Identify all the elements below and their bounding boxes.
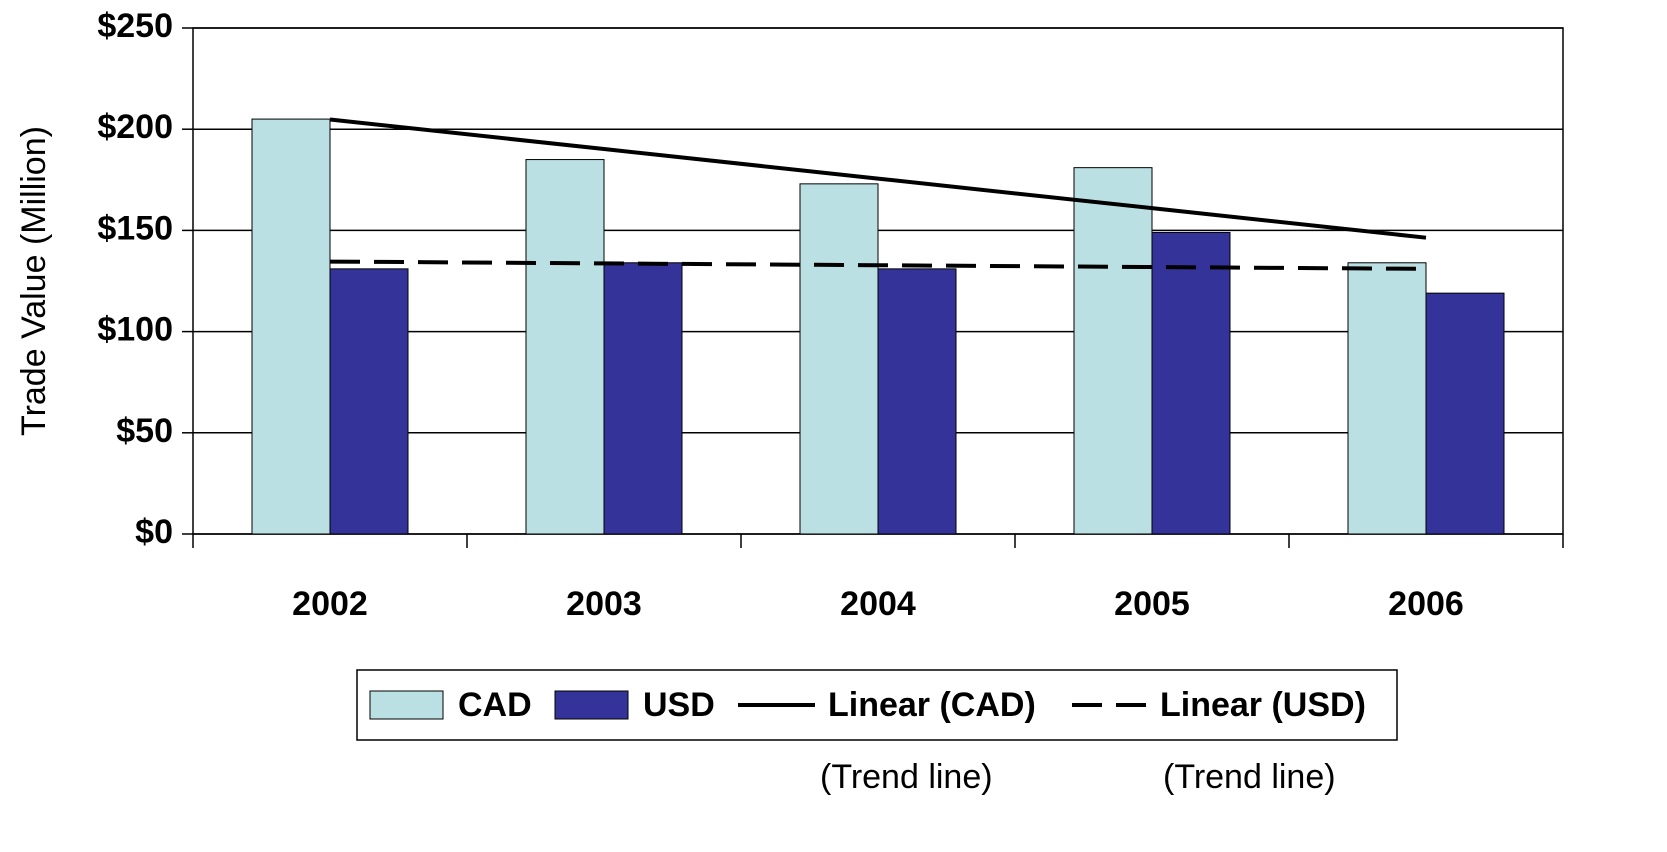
bar (525, 159, 605, 535)
legend-label: USD (643, 686, 715, 724)
y-tick-label: $200 (97, 108, 173, 146)
legend-swatch (369, 690, 444, 720)
x-tick-label: 2004 (840, 585, 916, 623)
y-tick-label: $100 (97, 311, 173, 349)
bar (329, 268, 409, 535)
legend-label: Linear (USD) (1160, 686, 1366, 724)
bar (799, 183, 879, 535)
legend-label: Linear (CAD) (828, 686, 1036, 724)
legend-box (356, 669, 1398, 741)
x-tick-label: 2003 (566, 585, 642, 623)
legend-swatch (554, 690, 629, 720)
bar (1347, 262, 1427, 535)
bar (1073, 167, 1153, 535)
x-tick-label: 2006 (1388, 585, 1464, 623)
trend-line (329, 259, 1427, 271)
y-axis-title: Trade Value (Million) (15, 126, 53, 436)
x-tick-label: 2005 (1114, 585, 1190, 623)
bar (603, 262, 683, 535)
annotation: (Trend line) (1163, 758, 1336, 796)
bar (1425, 292, 1505, 535)
legend-label: CAD (458, 686, 532, 724)
annotation: (Trend line) (820, 758, 993, 796)
y-tick-label: $50 (116, 412, 173, 450)
y-tick-label: $150 (97, 209, 173, 247)
y-tick-label: $0 (135, 513, 173, 551)
y-tick-label: $250 (97, 7, 173, 45)
x-tick-label: 2002 (292, 585, 368, 623)
bar (251, 118, 331, 535)
bar (1151, 231, 1231, 535)
bar (877, 268, 957, 535)
trend-line (329, 117, 1427, 240)
